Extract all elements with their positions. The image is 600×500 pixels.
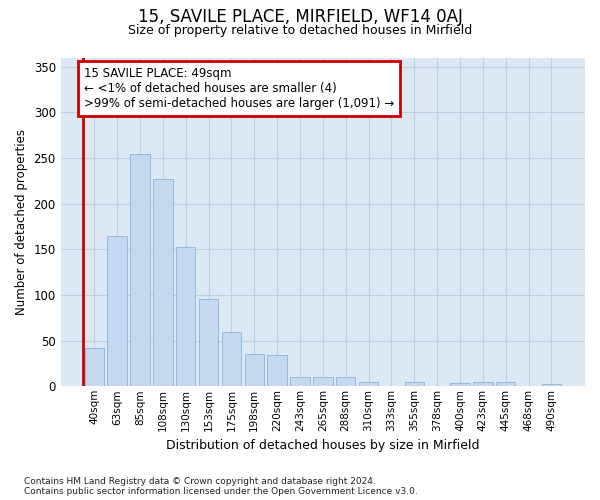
Y-axis label: Number of detached properties: Number of detached properties — [15, 129, 28, 315]
Bar — [496, 382, 515, 386]
Bar — [473, 382, 493, 386]
Bar — [245, 354, 264, 386]
X-axis label: Distribution of detached houses by size in Mirfield: Distribution of detached houses by size … — [166, 440, 479, 452]
Bar — [107, 236, 127, 386]
Bar — [336, 377, 355, 386]
Bar — [404, 382, 424, 386]
Bar — [268, 355, 287, 386]
Text: Contains HM Land Registry data © Crown copyright and database right 2024.: Contains HM Land Registry data © Crown c… — [24, 477, 376, 486]
Bar — [290, 377, 310, 386]
Bar — [85, 348, 104, 387]
Bar — [130, 154, 149, 386]
Bar — [199, 298, 218, 386]
Bar — [221, 332, 241, 386]
Text: 15, SAVILE PLACE, MIRFIELD, WF14 0AJ: 15, SAVILE PLACE, MIRFIELD, WF14 0AJ — [137, 8, 463, 26]
Bar — [153, 179, 173, 386]
Bar — [359, 382, 378, 386]
Text: Size of property relative to detached houses in Mirfield: Size of property relative to detached ho… — [128, 24, 472, 37]
Bar — [542, 384, 561, 386]
Bar — [176, 248, 196, 386]
Bar — [450, 382, 470, 386]
Bar — [313, 377, 332, 386]
Text: Contains public sector information licensed under the Open Government Licence v3: Contains public sector information licen… — [24, 487, 418, 496]
Text: 15 SAVILE PLACE: 49sqm
← <1% of detached houses are smaller (4)
>99% of semi-det: 15 SAVILE PLACE: 49sqm ← <1% of detached… — [84, 66, 394, 110]
